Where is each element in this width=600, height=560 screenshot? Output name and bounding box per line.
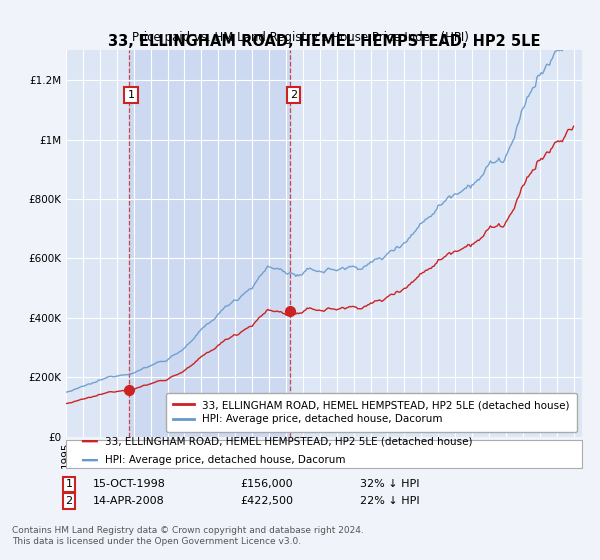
Text: ━━: ━━ (81, 435, 98, 448)
Text: HPI: Average price, detached house, Dacorum: HPI: Average price, detached house, Daco… (105, 455, 346, 465)
Text: 22% ↓ HPI: 22% ↓ HPI (360, 496, 419, 506)
Text: 1: 1 (128, 90, 134, 100)
Text: £156,000: £156,000 (240, 479, 293, 489)
Text: 2: 2 (290, 90, 297, 100)
Text: £422,500: £422,500 (240, 496, 293, 506)
Legend: 33, ELLINGHAM ROAD, HEMEL HEMPSTEAD, HP2 5LE (detached house), HPI: Average pric: 33, ELLINGHAM ROAD, HEMEL HEMPSTEAD, HP2… (166, 393, 577, 432)
Title: 33, ELLINGHAM ROAD, HEMEL HEMPSTEAD, HP2 5LE: 33, ELLINGHAM ROAD, HEMEL HEMPSTEAD, HP2… (108, 34, 540, 49)
Text: ━━: ━━ (81, 454, 98, 467)
Text: 1: 1 (65, 479, 73, 489)
Text: Price paid vs. HM Land Registry's House Price Index (HPI): Price paid vs. HM Land Registry's House … (131, 31, 469, 44)
Text: 15-OCT-1998: 15-OCT-1998 (93, 479, 166, 489)
Text: Contains HM Land Registry data © Crown copyright and database right 2024.
This d: Contains HM Land Registry data © Crown c… (12, 526, 364, 546)
Bar (130, 50, 290, 437)
Text: 2: 2 (65, 496, 73, 506)
Text: 33, ELLINGHAM ROAD, HEMEL HEMPSTEAD, HP2 5LE (detached house): 33, ELLINGHAM ROAD, HEMEL HEMPSTEAD, HP2… (105, 436, 473, 446)
Text: 14-APR-2008: 14-APR-2008 (93, 496, 165, 506)
Text: 32% ↓ HPI: 32% ↓ HPI (360, 479, 419, 489)
